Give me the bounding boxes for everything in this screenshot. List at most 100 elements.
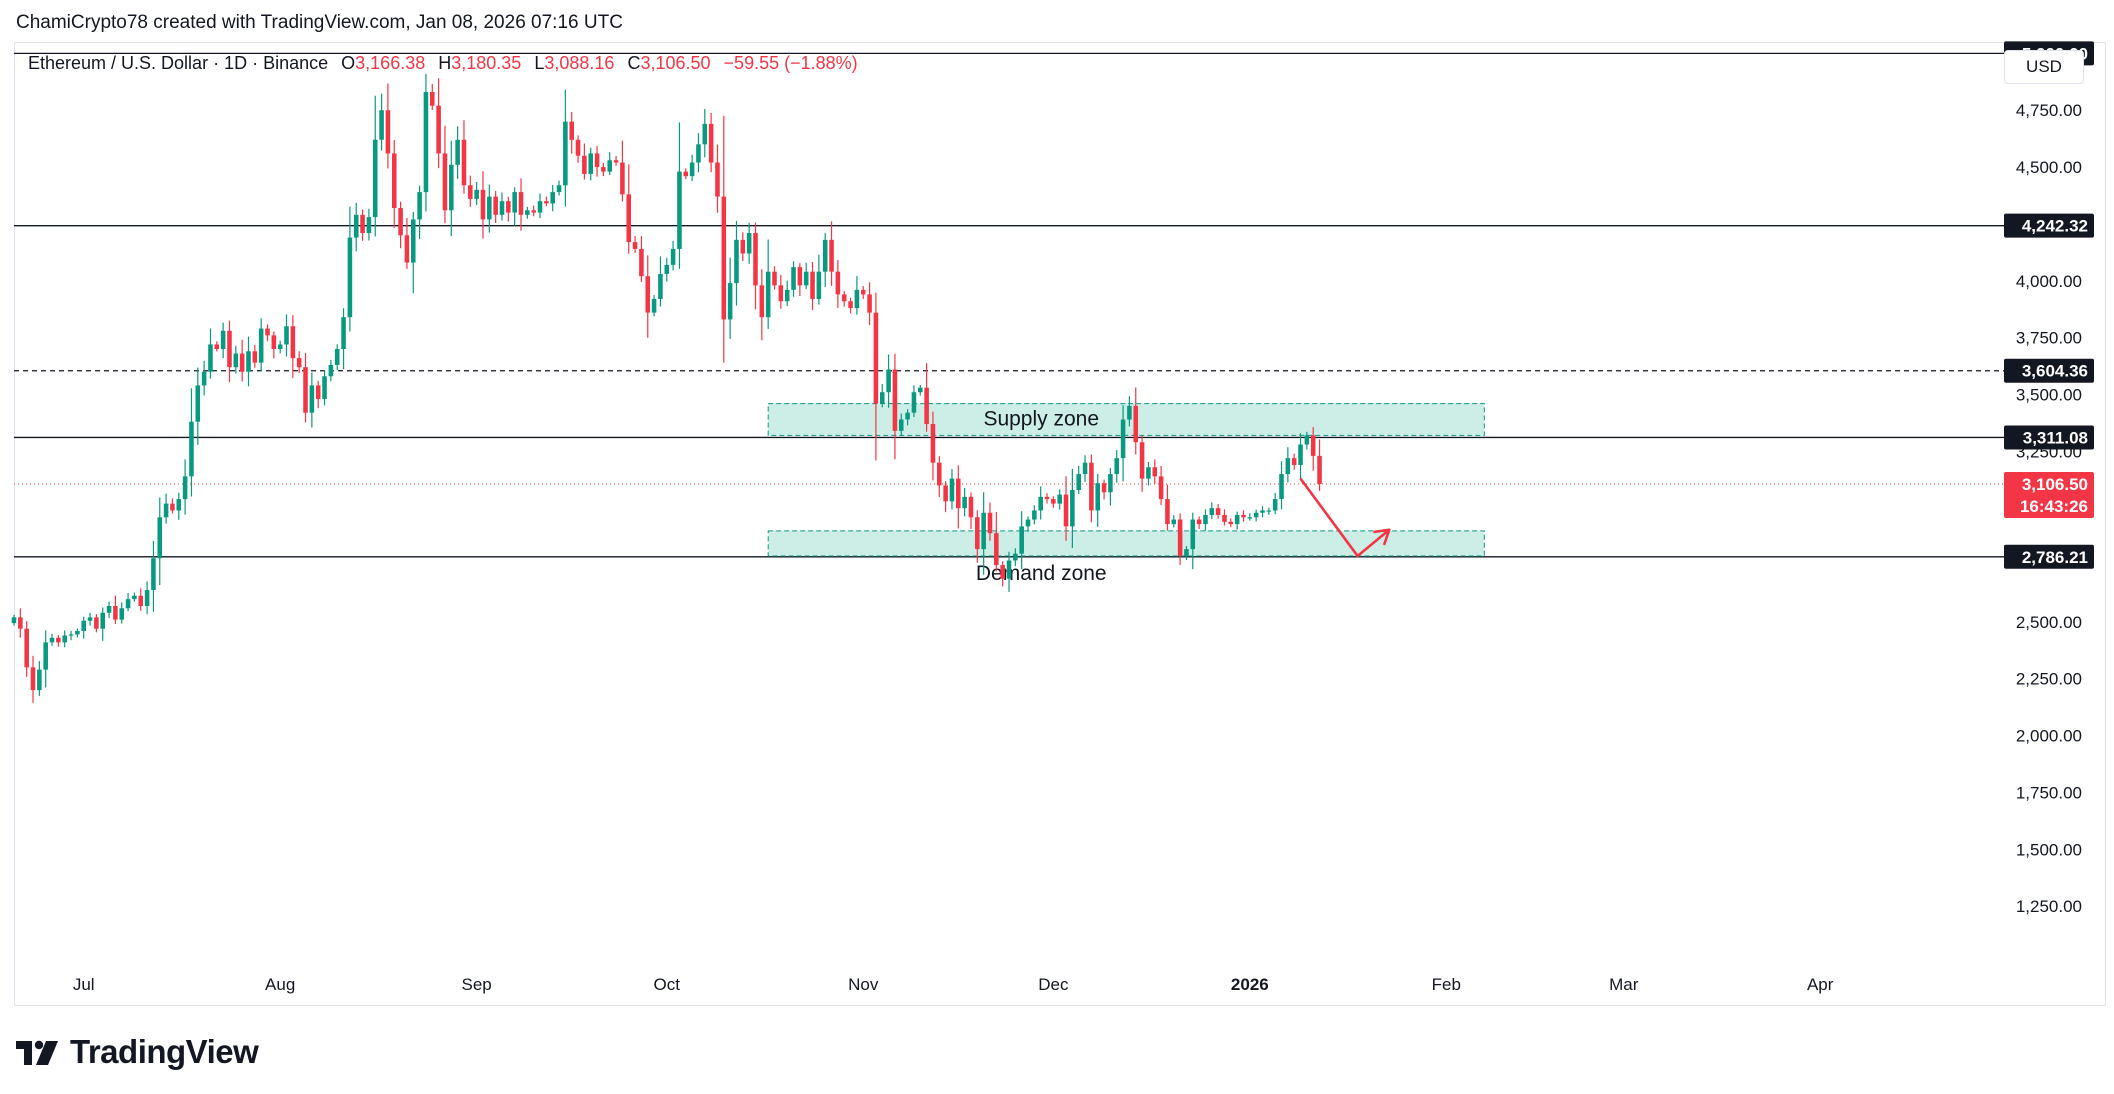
candle bbox=[436, 78, 441, 169]
candle-body bbox=[296, 358, 302, 368]
candle-body bbox=[417, 192, 422, 220]
chart-pane[interactable] bbox=[14, 42, 2106, 1006]
tradingview-brand[interactable]: TradingView bbox=[16, 1032, 259, 1072]
last-price-box bbox=[2004, 471, 2094, 518]
candle bbox=[474, 182, 479, 206]
y-tick-label: 2,250.00 bbox=[2016, 670, 2082, 689]
level-badge-label: 3,311.08 bbox=[2023, 428, 2088, 447]
candle-body bbox=[1070, 489, 1075, 527]
candle-body bbox=[1298, 444, 1303, 465]
candle-body bbox=[822, 239, 828, 272]
candle-body bbox=[860, 289, 866, 295]
candle-body bbox=[544, 201, 549, 204]
candle bbox=[987, 502, 993, 541]
candle-body bbox=[632, 242, 638, 249]
candle bbox=[461, 120, 467, 194]
candle-body bbox=[639, 248, 644, 277]
candle bbox=[138, 588, 144, 611]
candle-body bbox=[265, 328, 270, 336]
candle-body bbox=[1260, 510, 1265, 513]
candle bbox=[81, 616, 86, 639]
last-price-badge: 3,106.50 16:43:26 bbox=[2004, 471, 2094, 518]
candle-body bbox=[1215, 508, 1221, 516]
candle-body bbox=[1127, 405, 1132, 420]
candle-body bbox=[1222, 515, 1227, 522]
candle bbox=[930, 411, 936, 481]
candle-body bbox=[303, 367, 308, 413]
candle-body bbox=[1177, 519, 1183, 556]
candle bbox=[157, 497, 163, 585]
candle-body bbox=[784, 289, 790, 302]
candle-body bbox=[271, 335, 277, 349]
candle bbox=[1171, 515, 1177, 528]
candle bbox=[1177, 513, 1183, 566]
y-tick-label: 4,750.00 bbox=[2016, 101, 2082, 120]
candle bbox=[569, 112, 574, 154]
candle-body bbox=[569, 121, 574, 140]
candle-body bbox=[607, 160, 613, 172]
y-tick-label: 1,500.00 bbox=[2016, 840, 2082, 859]
candle bbox=[271, 331, 277, 359]
candle bbox=[1133, 387, 1139, 455]
price-badges: 5,000.004,242.323,604.363,311.082,786.21… bbox=[2004, 41, 2094, 569]
candle bbox=[1260, 506, 1265, 518]
candle bbox=[442, 125, 448, 224]
candle bbox=[689, 154, 695, 182]
y-tick-label: 1,250.00 bbox=[2016, 897, 2082, 916]
candle bbox=[867, 282, 872, 326]
currency-button[interactable]: USD bbox=[2004, 50, 2084, 84]
candle bbox=[429, 84, 435, 111]
candle-body bbox=[372, 139, 378, 218]
candle-body bbox=[683, 171, 689, 177]
candle bbox=[176, 492, 182, 520]
candle bbox=[1108, 468, 1113, 506]
candle-body bbox=[702, 123, 708, 145]
candle-body bbox=[670, 248, 676, 265]
x-axis: Jul Aug Sep Oct Nov Dec 2026 Feb Mar Apr bbox=[73, 975, 1834, 994]
candle-body bbox=[233, 353, 239, 368]
level-badge-label: 4,242.32 bbox=[2022, 217, 2088, 236]
candle bbox=[702, 108, 708, 158]
candle-body bbox=[1089, 462, 1094, 511]
candle-body bbox=[429, 92, 435, 106]
candle bbox=[975, 510, 980, 563]
candle-body bbox=[449, 164, 454, 211]
candle-body bbox=[1044, 496, 1050, 500]
candle bbox=[727, 257, 733, 339]
candle bbox=[1120, 405, 1126, 482]
candle bbox=[613, 156, 619, 166]
candle-body bbox=[37, 669, 42, 691]
candle bbox=[816, 254, 822, 305]
candle bbox=[284, 314, 289, 357]
candle-body bbox=[1095, 483, 1101, 511]
candle bbox=[1234, 511, 1240, 530]
candle-body bbox=[689, 162, 695, 177]
candle-body bbox=[163, 503, 169, 518]
candle bbox=[233, 345, 239, 374]
x-tick-label: Mar bbox=[1609, 975, 1639, 994]
candle bbox=[981, 492, 986, 575]
candle bbox=[151, 541, 156, 612]
candle bbox=[860, 286, 866, 299]
candle-body bbox=[474, 189, 479, 199]
candle-body bbox=[537, 201, 543, 213]
projection-arrowhead bbox=[1373, 528, 1391, 546]
candle-body bbox=[157, 517, 163, 559]
candle-body bbox=[322, 376, 327, 400]
level-badge: 2,786.21 bbox=[2004, 544, 2094, 569]
candle-body bbox=[1228, 521, 1234, 525]
candle-body bbox=[1279, 474, 1284, 500]
candle bbox=[11, 614, 17, 626]
candle bbox=[721, 115, 727, 363]
candle-body bbox=[246, 351, 251, 372]
candle bbox=[353, 202, 359, 252]
candle bbox=[1279, 461, 1284, 510]
candle-body bbox=[290, 326, 296, 359]
candle-body bbox=[404, 235, 410, 263]
candle bbox=[670, 240, 676, 271]
candle-body bbox=[753, 233, 758, 286]
candle-body bbox=[1146, 467, 1151, 479]
symbol-legend: Ethereum / U.S. Dollar · 1D · Binance O3… bbox=[28, 53, 858, 74]
candle-body bbox=[924, 387, 929, 425]
